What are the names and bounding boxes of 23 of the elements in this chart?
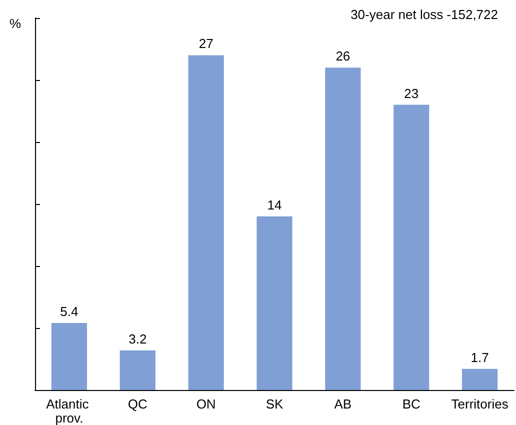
data-label: 14 [267, 197, 282, 212]
bar [325, 68, 361, 390]
bar [120, 350, 156, 390]
bar [256, 216, 292, 390]
x-tick-label: SK [266, 396, 284, 412]
bar [188, 55, 224, 390]
data-label: 3.2 [128, 331, 147, 346]
bar [462, 368, 498, 390]
bar [51, 323, 88, 390]
data-label: 23 [404, 86, 419, 101]
x-tick-label: Territories [451, 396, 509, 412]
bar [394, 104, 430, 390]
x-tick-label: QC [128, 396, 148, 412]
y-axis-title: % [9, 16, 22, 31]
x-tick-label: AB [334, 396, 352, 412]
annotation: 30-year net loss -152,722 [350, 7, 498, 22]
data-label: 1.7 [470, 350, 489, 365]
data-label: 27 [198, 36, 214, 52]
x-tick-label: Atlantic prov. [46, 396, 92, 425]
x-tick-label: ON [196, 396, 216, 412]
x-tick-label: BC [402, 396, 420, 412]
data-label: 26 [336, 48, 350, 64]
data-label: 5.4 [60, 304, 78, 320]
